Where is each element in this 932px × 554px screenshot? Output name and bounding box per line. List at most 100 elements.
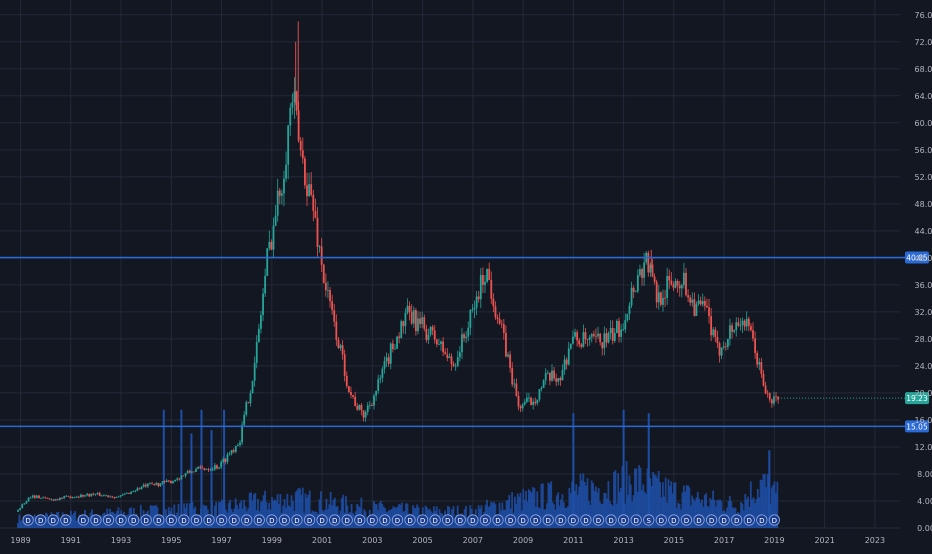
candle-body [234,445,237,452]
volume-bar [250,492,252,528]
time-axis[interactable]: 1989 1991 1993 1995 1997 1999 2001 2003 2005 2007… [10,536,885,545]
candle-body [752,330,754,339]
volume-bar [618,491,621,528]
price-tick-label: 8.00 [917,470,932,479]
volume-bar [755,499,758,528]
volume-bar [452,506,455,528]
candle-body [257,328,260,343]
dividend-marker-icon [655,514,667,526]
volume-bar [696,491,699,528]
volume-bar [685,485,688,528]
dividend-marker-icon [278,514,290,526]
volume-bar [571,481,574,528]
volume-bar [453,517,456,528]
volume-bar [326,509,329,528]
volume-bar [532,487,534,528]
dividend-marker-icon [178,514,190,526]
candle-body [513,383,516,385]
candle-body [301,150,304,159]
volume-bar [596,492,599,528]
volume-bar [243,499,245,528]
candle-body [132,491,135,493]
price-label: 19.23 [906,394,928,403]
candle-body [226,454,229,462]
candle-body [454,365,457,367]
candle-body [77,496,80,498]
volume-bar [389,510,392,528]
candle-body [549,372,551,381]
volume-bar [650,485,653,528]
volume-bar [688,487,691,528]
candle-body [360,405,363,411]
candle-body [287,125,290,165]
volume-bar [213,505,216,528]
dividend-marker-label: D [445,517,450,525]
volume-bar [508,495,511,528]
candle-body [82,494,84,497]
volume-bar [360,497,363,528]
candle-body [63,496,66,499]
volume-bar [632,495,635,528]
dividend-marker-icon [354,514,366,526]
volume-bar [289,506,292,528]
volume-bar [151,505,153,528]
volume-bar [751,499,754,528]
candle-body [655,281,658,303]
candle-body [19,508,22,510]
candle-body [678,285,681,289]
candle-body [161,481,164,484]
volume-bar [428,508,431,528]
volume-bar [622,409,625,528]
price-axis[interactable]: 0.00 4.00 8.00 12.00 16.00 20.00 24.00 28.00 32.… [915,11,932,533]
dividend-marker-label: D [621,517,626,525]
candle-body [329,290,331,302]
candle-body [463,334,465,339]
candle-body [379,378,382,380]
dividend-marker-icon [580,514,592,526]
volume-bar [234,498,237,528]
candle-body [33,495,36,498]
candle-body [557,378,560,382]
candle-body [322,264,325,283]
candle-body [722,346,725,348]
volume-bar [350,503,353,528]
volume-bar [629,484,632,528]
dividend-marker-label: D [508,517,513,525]
volume-bar [329,491,332,528]
time-tick-label: 2013 [613,536,633,545]
candle-body [88,493,91,497]
candle-body [40,497,42,499]
candle-body [590,333,593,337]
candle-body [75,496,78,498]
volume-bar [275,500,278,528]
candle-body [496,317,499,320]
dividend-marker-label: D [432,517,437,525]
price-tick-label: 4.00 [917,497,932,506]
candle-body [274,215,277,226]
volume-bar [574,490,576,528]
volume-bar [765,487,768,528]
dividend-marker-label: D [671,517,676,525]
volume-bar [100,516,103,528]
candle-body [507,354,509,357]
volume-bar [465,505,467,528]
candle-body [502,324,505,333]
candle-body [467,327,470,337]
candle-body [239,442,241,446]
time-tick-label: 1999 [262,536,282,545]
volume-bar [297,488,300,528]
candle-body [249,393,252,404]
candle-body [452,363,455,366]
candle-body [534,401,537,404]
candle-body [438,344,440,345]
horizontal-lines[interactable]: 40.05 19.23 15.05 [0,251,929,433]
candle-body [471,309,474,311]
candle-body [484,281,486,285]
volume-bar [749,481,752,528]
volume-bar [375,504,378,528]
candle-body [100,495,103,497]
candle-body [140,486,143,489]
